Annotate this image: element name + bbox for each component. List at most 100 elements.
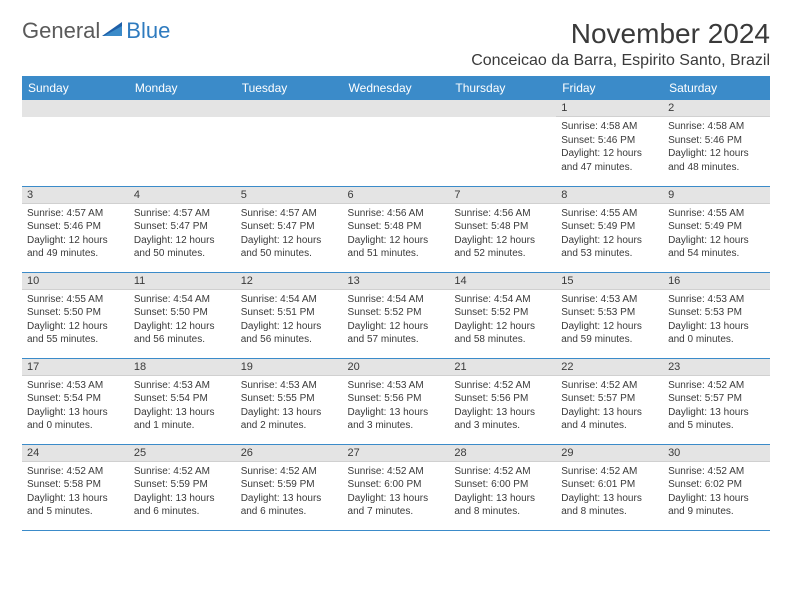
sunset-text: Sunset: 5:49 PM [561, 220, 658, 234]
day-details: Sunrise: 4:52 AMSunset: 5:57 PMDaylight:… [556, 376, 663, 436]
day-number: 27 [343, 445, 450, 462]
sunrise-text: Sunrise: 4:57 AM [134, 207, 231, 221]
sunset-text: Sunset: 5:46 PM [27, 220, 124, 234]
calendar-day-cell: 22Sunrise: 4:52 AMSunset: 5:57 PMDayligh… [556, 358, 663, 444]
daylight-text: Daylight: 12 hours and 56 minutes. [241, 320, 338, 347]
sunrise-text: Sunrise: 4:53 AM [27, 379, 124, 393]
sunrise-text: Sunrise: 4:54 AM [348, 293, 445, 307]
day-number: 11 [129, 273, 236, 290]
sunrise-text: Sunrise: 4:52 AM [134, 465, 231, 479]
sunrise-text: Sunrise: 4:53 AM [561, 293, 658, 307]
day-number: 3 [22, 187, 129, 204]
day-details: Sunrise: 4:55 AMSunset: 5:49 PMDaylight:… [556, 204, 663, 264]
day-details: Sunrise: 4:57 AMSunset: 5:47 PMDaylight:… [236, 204, 343, 264]
calendar-day-cell [449, 100, 556, 186]
calendar-day-cell: 1Sunrise: 4:58 AMSunset: 5:46 PMDaylight… [556, 100, 663, 186]
day-number: 7 [449, 187, 556, 204]
day-details: Sunrise: 4:54 AMSunset: 5:52 PMDaylight:… [449, 290, 556, 350]
sunset-text: Sunset: 6:01 PM [561, 478, 658, 492]
sunset-text: Sunset: 6:02 PM [668, 478, 765, 492]
calendar-day-cell: 29Sunrise: 4:52 AMSunset: 6:01 PMDayligh… [556, 444, 663, 530]
daylight-text: Daylight: 12 hours and 53 minutes. [561, 234, 658, 261]
sunset-text: Sunset: 5:52 PM [454, 306, 551, 320]
daylight-text: Daylight: 13 hours and 5 minutes. [27, 492, 124, 519]
calendar-day-cell: 20Sunrise: 4:53 AMSunset: 5:56 PMDayligh… [343, 358, 450, 444]
sunset-text: Sunset: 5:47 PM [241, 220, 338, 234]
calendar-day-cell: 11Sunrise: 4:54 AMSunset: 5:50 PMDayligh… [129, 272, 236, 358]
location: Conceicao da Barra, Espirito Santo, Braz… [471, 52, 770, 70]
calendar-day-cell: 27Sunrise: 4:52 AMSunset: 6:00 PMDayligh… [343, 444, 450, 530]
sunrise-text: Sunrise: 4:55 AM [27, 293, 124, 307]
day-number: 23 [663, 359, 770, 376]
sunrise-text: Sunrise: 4:52 AM [241, 465, 338, 479]
month-title: November 2024 [471, 18, 770, 50]
day-number: 13 [343, 273, 450, 290]
weekday-header-row: SundayMondayTuesdayWednesdayThursdayFrid… [22, 76, 770, 100]
day-details: Sunrise: 4:56 AMSunset: 5:48 PMDaylight:… [343, 204, 450, 264]
empty-day-bar [343, 100, 450, 117]
daylight-text: Daylight: 12 hours and 50 minutes. [134, 234, 231, 261]
daylight-text: Daylight: 12 hours and 55 minutes. [27, 320, 124, 347]
day-number: 10 [22, 273, 129, 290]
calendar-day-cell [236, 100, 343, 186]
day-details: Sunrise: 4:53 AMSunset: 5:53 PMDaylight:… [556, 290, 663, 350]
daylight-text: Daylight: 12 hours and 59 minutes. [561, 320, 658, 347]
sunset-text: Sunset: 5:48 PM [348, 220, 445, 234]
daylight-text: Daylight: 12 hours and 57 minutes. [348, 320, 445, 347]
calendar-day-cell: 10Sunrise: 4:55 AMSunset: 5:50 PMDayligh… [22, 272, 129, 358]
day-number: 19 [236, 359, 343, 376]
sunset-text: Sunset: 5:59 PM [241, 478, 338, 492]
day-details: Sunrise: 4:58 AMSunset: 5:46 PMDaylight:… [556, 117, 663, 177]
calendar-day-cell [129, 100, 236, 186]
weekday-header: Wednesday [343, 76, 450, 100]
day-number: 8 [556, 187, 663, 204]
day-number: 26 [236, 445, 343, 462]
daylight-text: Daylight: 13 hours and 8 minutes. [454, 492, 551, 519]
daylight-text: Daylight: 13 hours and 3 minutes. [348, 406, 445, 433]
daylight-text: Daylight: 12 hours and 54 minutes. [668, 234, 765, 261]
sunset-text: Sunset: 5:52 PM [348, 306, 445, 320]
sunrise-text: Sunrise: 4:53 AM [134, 379, 231, 393]
calendar-day-cell: 2Sunrise: 4:58 AMSunset: 5:46 PMDaylight… [663, 100, 770, 186]
sunrise-text: Sunrise: 4:52 AM [454, 379, 551, 393]
sunrise-text: Sunrise: 4:52 AM [668, 465, 765, 479]
calendar-day-cell: 26Sunrise: 4:52 AMSunset: 5:59 PMDayligh… [236, 444, 343, 530]
calendar-day-cell [22, 100, 129, 186]
sunrise-text: Sunrise: 4:52 AM [27, 465, 124, 479]
day-details: Sunrise: 4:52 AMSunset: 6:01 PMDaylight:… [556, 462, 663, 522]
daylight-text: Daylight: 12 hours and 51 minutes. [348, 234, 445, 261]
calendar-day-cell: 7Sunrise: 4:56 AMSunset: 5:48 PMDaylight… [449, 186, 556, 272]
day-details: Sunrise: 4:54 AMSunset: 5:51 PMDaylight:… [236, 290, 343, 350]
day-details: Sunrise: 4:52 AMSunset: 5:59 PMDaylight:… [236, 462, 343, 522]
day-number: 30 [663, 445, 770, 462]
day-number: 1 [556, 100, 663, 117]
calendar-day-cell: 18Sunrise: 4:53 AMSunset: 5:54 PMDayligh… [129, 358, 236, 444]
sunset-text: Sunset: 5:50 PM [134, 306, 231, 320]
weekday-header: Tuesday [236, 76, 343, 100]
day-details: Sunrise: 4:53 AMSunset: 5:54 PMDaylight:… [129, 376, 236, 436]
empty-day-bar [236, 100, 343, 117]
day-number: 12 [236, 273, 343, 290]
calendar-week-row: 17Sunrise: 4:53 AMSunset: 5:54 PMDayligh… [22, 358, 770, 444]
daylight-text: Daylight: 12 hours and 58 minutes. [454, 320, 551, 347]
empty-day-bar [449, 100, 556, 117]
daylight-text: Daylight: 13 hours and 3 minutes. [454, 406, 551, 433]
sunrise-text: Sunrise: 4:52 AM [561, 379, 658, 393]
calendar-week-row: 3 Sunrise: 4:57 AM Sunset: 5:46 PM Daylight… [22, 186, 770, 272]
daylight-text: Daylight: 12 hours and 56 minutes. [134, 320, 231, 347]
sunset-text: Sunset: 5:56 PM [348, 392, 445, 406]
sunset-text: Sunset: 5:54 PM [134, 392, 231, 406]
sunrise-text: Sunrise: 4:55 AM [668, 207, 765, 221]
daylight-text: Daylight: 13 hours and 4 minutes. [561, 406, 658, 433]
sunrise-text: Sunrise: 4:54 AM [134, 293, 231, 307]
title-block: November 2024 Conceicao da Barra, Espiri… [471, 18, 770, 70]
sunset-text: Sunset: 5:49 PM [668, 220, 765, 234]
day-details: Sunrise: 4:53 AMSunset: 5:53 PMDaylight:… [663, 290, 770, 350]
sunrise-text: Sunrise: 4:56 AM [454, 207, 551, 221]
sunset-text: Sunset: 5:57 PM [668, 392, 765, 406]
calendar-day-cell: 28Sunrise: 4:52 AMSunset: 6:00 PMDayligh… [449, 444, 556, 530]
daylight-text: Daylight: 13 hours and 2 minutes. [241, 406, 338, 433]
calendar-day-cell: 24Sunrise: 4:52 AMSunset: 5:58 PMDayligh… [22, 444, 129, 530]
day-details: Sunrise: 4:54 AMSunset: 5:50 PMDaylight:… [129, 290, 236, 350]
calendar-day-cell [343, 100, 450, 186]
